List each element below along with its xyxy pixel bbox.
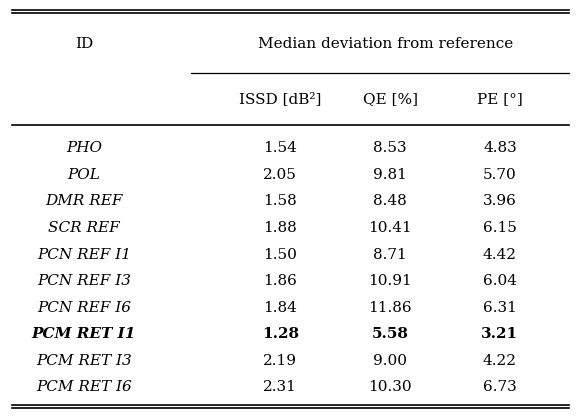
Text: 4.22: 4.22 [483, 354, 517, 368]
Text: 6.31: 6.31 [483, 301, 517, 315]
Text: 1.54: 1.54 [264, 141, 297, 155]
Text: PCN REF I3: PCN REF I3 [37, 274, 131, 288]
Text: PCN REF I1: PCN REF I1 [37, 247, 131, 262]
Text: 2.31: 2.31 [264, 380, 297, 394]
Text: 1.50: 1.50 [264, 247, 297, 262]
Text: 10.41: 10.41 [368, 221, 412, 235]
Text: 2.05: 2.05 [264, 168, 297, 182]
Text: 5.58: 5.58 [372, 327, 409, 341]
Text: 3.21: 3.21 [481, 327, 518, 341]
Text: 3.96: 3.96 [483, 194, 517, 209]
Text: PCM RET I6: PCM RET I6 [36, 380, 132, 394]
Text: 1.86: 1.86 [264, 274, 297, 288]
Text: PCN REF I6: PCN REF I6 [37, 301, 131, 315]
Text: 6.04: 6.04 [483, 274, 517, 288]
Text: PE [°]: PE [°] [477, 92, 523, 107]
Text: PCM RET I1: PCM RET I1 [32, 327, 136, 341]
Text: PHO: PHO [66, 141, 102, 155]
Text: 8.71: 8.71 [373, 247, 407, 262]
Text: 9.00: 9.00 [373, 354, 407, 368]
Text: POL: POL [68, 168, 100, 182]
Text: 1.88: 1.88 [264, 221, 297, 235]
Text: SCR REF: SCR REF [48, 221, 120, 235]
Text: ISSD [dB²]: ISSD [dB²] [239, 92, 321, 107]
Text: Median deviation from reference: Median deviation from reference [258, 37, 513, 51]
Text: 4.83: 4.83 [483, 141, 517, 155]
Text: 4.42: 4.42 [483, 247, 517, 262]
Text: 8.48: 8.48 [373, 194, 407, 209]
Text: 1.28: 1.28 [262, 327, 299, 341]
Text: ID: ID [75, 37, 93, 51]
Text: 1.84: 1.84 [264, 301, 297, 315]
Text: 9.81: 9.81 [373, 168, 407, 182]
Text: QE [%]: QE [%] [362, 92, 418, 107]
Text: 5.70: 5.70 [483, 168, 517, 182]
Text: 10.91: 10.91 [368, 274, 412, 288]
Text: 8.53: 8.53 [373, 141, 407, 155]
Text: 6.15: 6.15 [483, 221, 517, 235]
Text: 2.19: 2.19 [264, 354, 297, 368]
Text: 10.30: 10.30 [368, 380, 412, 394]
Text: PCM RET I3: PCM RET I3 [36, 354, 132, 368]
Text: 11.86: 11.86 [368, 301, 412, 315]
Text: DMR REF: DMR REF [45, 194, 123, 209]
Text: 1.58: 1.58 [264, 194, 297, 209]
Text: 6.73: 6.73 [483, 380, 517, 394]
